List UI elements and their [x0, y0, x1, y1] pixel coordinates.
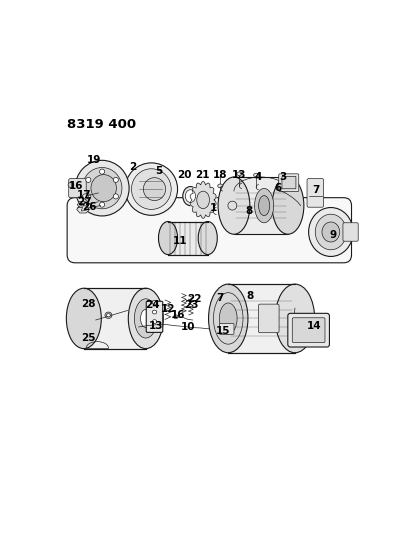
Polygon shape	[190, 181, 216, 219]
Text: 2: 2	[128, 163, 135, 173]
Ellipse shape	[173, 315, 178, 319]
Ellipse shape	[75, 160, 129, 216]
Text: 28: 28	[81, 299, 96, 309]
Ellipse shape	[208, 284, 247, 353]
Ellipse shape	[253, 173, 258, 177]
Text: 10: 10	[180, 322, 195, 332]
Ellipse shape	[218, 177, 249, 234]
Ellipse shape	[82, 194, 88, 199]
Polygon shape	[228, 284, 294, 353]
Text: 20: 20	[177, 171, 191, 181]
Text: 7: 7	[216, 293, 223, 303]
Ellipse shape	[128, 288, 163, 349]
Polygon shape	[234, 177, 287, 234]
Ellipse shape	[106, 313, 110, 317]
Ellipse shape	[254, 189, 273, 223]
Ellipse shape	[227, 201, 236, 210]
Ellipse shape	[113, 177, 118, 182]
Text: 17: 17	[77, 190, 92, 200]
Text: 13: 13	[231, 171, 245, 181]
Ellipse shape	[125, 163, 177, 215]
Text: 1: 1	[209, 203, 216, 213]
Text: 16: 16	[171, 310, 185, 320]
FancyBboxPatch shape	[258, 304, 279, 333]
Text: 15: 15	[216, 326, 230, 336]
Text: 24: 24	[145, 300, 159, 310]
Ellipse shape	[315, 214, 346, 250]
FancyBboxPatch shape	[306, 179, 323, 207]
Ellipse shape	[321, 222, 339, 242]
Ellipse shape	[85, 194, 91, 199]
Text: 11: 11	[172, 236, 187, 246]
Ellipse shape	[82, 167, 121, 209]
FancyBboxPatch shape	[287, 313, 329, 347]
Ellipse shape	[81, 204, 84, 206]
FancyBboxPatch shape	[69, 179, 86, 198]
Ellipse shape	[113, 194, 118, 199]
Ellipse shape	[185, 190, 195, 203]
Ellipse shape	[196, 191, 209, 208]
Text: 7: 7	[311, 185, 319, 195]
Ellipse shape	[217, 184, 222, 188]
Ellipse shape	[143, 177, 165, 200]
FancyBboxPatch shape	[278, 174, 298, 192]
Text: 25: 25	[81, 334, 96, 343]
Ellipse shape	[258, 196, 269, 216]
Ellipse shape	[152, 320, 156, 324]
FancyBboxPatch shape	[342, 223, 357, 241]
FancyBboxPatch shape	[146, 301, 162, 333]
Text: 8: 8	[245, 206, 252, 216]
Text: 13: 13	[148, 321, 163, 330]
FancyBboxPatch shape	[67, 198, 351, 263]
Text: 5: 5	[155, 166, 162, 176]
Text: 8319 400: 8319 400	[67, 118, 136, 131]
Text: 22: 22	[187, 294, 201, 304]
Polygon shape	[83, 288, 146, 349]
Text: 26: 26	[82, 202, 97, 212]
Ellipse shape	[158, 222, 177, 255]
Text: 6: 6	[274, 183, 281, 193]
Ellipse shape	[91, 175, 116, 201]
Text: 21: 21	[194, 171, 209, 181]
FancyBboxPatch shape	[281, 176, 295, 189]
Ellipse shape	[152, 310, 156, 314]
Text: 23: 23	[183, 300, 198, 310]
Ellipse shape	[131, 169, 171, 209]
Text: 14: 14	[306, 321, 321, 332]
Ellipse shape	[308, 207, 352, 256]
Text: 16: 16	[69, 181, 83, 191]
FancyBboxPatch shape	[219, 324, 234, 334]
Text: 3: 3	[279, 172, 286, 182]
Ellipse shape	[182, 187, 198, 206]
Ellipse shape	[198, 222, 217, 255]
Ellipse shape	[134, 299, 157, 338]
Ellipse shape	[219, 303, 236, 334]
Ellipse shape	[68, 182, 74, 188]
Ellipse shape	[272, 177, 303, 234]
Ellipse shape	[99, 169, 104, 174]
Text: 9: 9	[329, 230, 336, 240]
Text: 18: 18	[212, 171, 226, 181]
Text: 27: 27	[77, 197, 92, 207]
Polygon shape	[77, 201, 87, 208]
Ellipse shape	[105, 312, 112, 318]
Ellipse shape	[85, 177, 91, 182]
Text: 12: 12	[161, 304, 175, 314]
Text: 19: 19	[87, 155, 101, 165]
Text: 4: 4	[254, 172, 261, 182]
Ellipse shape	[152, 301, 156, 304]
Polygon shape	[76, 206, 89, 213]
FancyBboxPatch shape	[292, 318, 324, 343]
Text: 8: 8	[246, 291, 253, 301]
Polygon shape	[168, 222, 207, 255]
Ellipse shape	[99, 202, 104, 207]
Ellipse shape	[66, 288, 101, 349]
Ellipse shape	[274, 284, 314, 353]
Ellipse shape	[140, 309, 151, 327]
Ellipse shape	[236, 172, 241, 176]
